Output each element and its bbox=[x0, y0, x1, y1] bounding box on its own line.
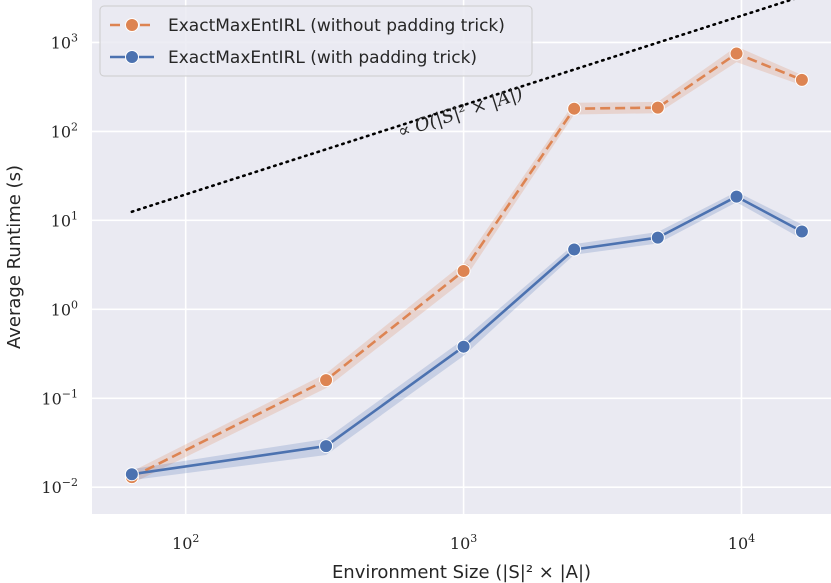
data-point bbox=[319, 373, 334, 388]
data-point bbox=[729, 189, 744, 204]
y-axis-label: Average Runtime (s) bbox=[4, 165, 25, 349]
data-point bbox=[456, 263, 471, 278]
legend: ExactMaxEntIRL (without padding trick) Ex… bbox=[99, 5, 533, 77]
x-tick-label: 103 bbox=[450, 532, 477, 553]
legend-marker bbox=[125, 18, 139, 32]
data-point bbox=[124, 467, 139, 482]
data-point bbox=[729, 46, 744, 61]
data-point bbox=[650, 100, 665, 115]
reference-line bbox=[130, 0, 795, 214]
series-lines bbox=[124, 46, 809, 485]
x-tick-label: 104 bbox=[728, 532, 755, 553]
y-tick-label: 101 bbox=[51, 209, 78, 230]
data-point bbox=[319, 439, 334, 454]
x-tick-label: 102 bbox=[172, 532, 199, 553]
y-tick-label: 10−2 bbox=[41, 476, 78, 497]
data-point bbox=[794, 72, 809, 87]
data-point bbox=[456, 339, 471, 354]
data-point bbox=[567, 242, 582, 257]
data-point bbox=[794, 224, 809, 239]
legend-label: ExactMaxEntIRL (with padding trick) bbox=[168, 48, 477, 68]
plot-background bbox=[92, 0, 831, 514]
y-tick-label: 102 bbox=[51, 120, 78, 141]
y-tick-label: 10−1 bbox=[41, 387, 78, 408]
data-point bbox=[650, 230, 665, 245]
data-point bbox=[567, 101, 582, 116]
reference-line-group bbox=[130, 0, 795, 214]
y-tick-label: 103 bbox=[51, 31, 78, 52]
legend-marker bbox=[125, 50, 139, 64]
x-axis-label: Environment Size (|S|² × |A|) bbox=[332, 562, 591, 583]
legend-box bbox=[99, 5, 533, 77]
y-tick-label: 100 bbox=[51, 298, 78, 319]
legend-label: ExactMaxEntIRL (without padding trick) bbox=[168, 16, 505, 36]
